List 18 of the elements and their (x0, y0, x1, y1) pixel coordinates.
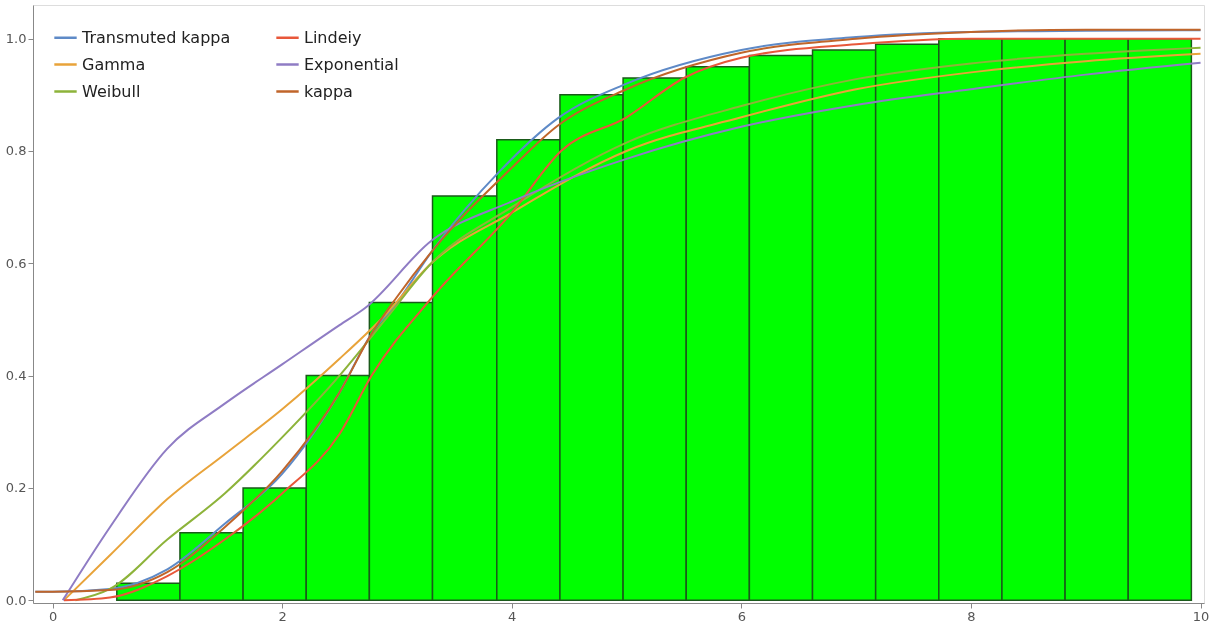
y-tick-label: 0.2 (5, 480, 27, 496)
legend-label: kappa (304, 81, 353, 101)
x-tick-label: 10 (1192, 608, 1210, 624)
y-tick-label: 0.4 (5, 368, 27, 384)
legend-label: Weibull (82, 81, 141, 101)
legend-label: Transmuted kappa (81, 27, 231, 47)
legend-label: Lindeiy (304, 27, 362, 47)
y-tick-label: 0.6 (5, 255, 27, 271)
x-tick-label: 6 (737, 608, 746, 624)
legend-label: Exponential (304, 54, 399, 74)
y-tick-label: 1.0 (5, 31, 27, 47)
x-tick-label: 8 (967, 608, 976, 624)
legend-label: Gamma (82, 54, 146, 74)
x-tick-label: 2 (278, 608, 287, 624)
y-tick-label: 0.8 (5, 143, 27, 159)
y-tick-label: 0.0 (5, 592, 27, 608)
x-tick-label: 0 (48, 608, 58, 624)
x-tick-label: 4 (508, 608, 517, 624)
